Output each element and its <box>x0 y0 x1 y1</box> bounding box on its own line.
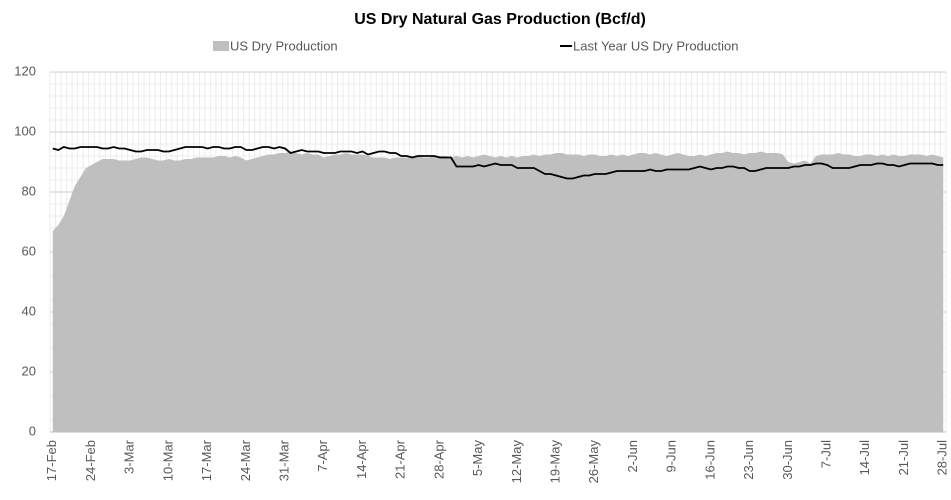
x-tick-label: 2-Jun <box>625 440 640 473</box>
y-tick-label: 80 <box>22 183 36 198</box>
legend-item: Last Year US Dry Production <box>560 38 738 53</box>
y-tick-label: 40 <box>22 303 36 318</box>
x-tick-label: 5-May <box>470 440 485 477</box>
line <box>52 146 944 180</box>
y-tick-label: 20 <box>22 363 36 378</box>
x-tick-label: 23-Jun <box>741 440 756 480</box>
x-tick-label: 14-Jul <box>857 440 872 476</box>
legend-swatch <box>213 41 229 51</box>
x-tick-label: 17-Mar <box>199 439 214 481</box>
x-tick-label: 9-Jun <box>664 440 679 473</box>
x-tick-label: 28-Jul <box>935 440 950 476</box>
x-tick-label: 19-May <box>548 440 563 484</box>
x-tick-label: 24-Feb <box>83 440 98 481</box>
y-tick-label: 60 <box>22 243 36 258</box>
x-tick-label: 21-Jul <box>896 440 911 476</box>
x-tick-label: 12-May <box>509 440 524 484</box>
x-tick-label: 28-Apr <box>431 439 446 479</box>
x-tick-label: 14-Apr <box>354 439 369 479</box>
x-tick-label: 7-Jul <box>819 440 834 468</box>
legend-label: Last Year US Dry Production <box>573 38 738 53</box>
y-tick-label: 120 <box>14 63 36 78</box>
x-tick-label: 21-Apr <box>393 439 408 479</box>
y-tick-label: 0 <box>29 423 36 438</box>
x-tick-label: 17-Feb <box>44 440 59 481</box>
legend-label: US Dry Production <box>230 38 338 53</box>
x-tick-label: 26-May <box>586 440 601 484</box>
legend-item: US Dry Production <box>213 38 338 53</box>
x-tick-label: 30-Jun <box>780 440 795 480</box>
x-tick-label: 7-Apr <box>315 439 330 471</box>
x-tick-label: 31-Mar <box>276 439 291 481</box>
y-tick-label: 100 <box>14 123 36 138</box>
chart-title: US Dry Natural Gas Production (Bcf/d) <box>354 11 646 28</box>
x-tick-label: 3-Mar <box>122 439 137 474</box>
x-tick-label: 24-Mar <box>238 439 253 481</box>
x-tick-label: 16-Jun <box>702 440 717 480</box>
area <box>52 151 944 432</box>
x-tick-label: 10-Mar <box>160 439 175 481</box>
